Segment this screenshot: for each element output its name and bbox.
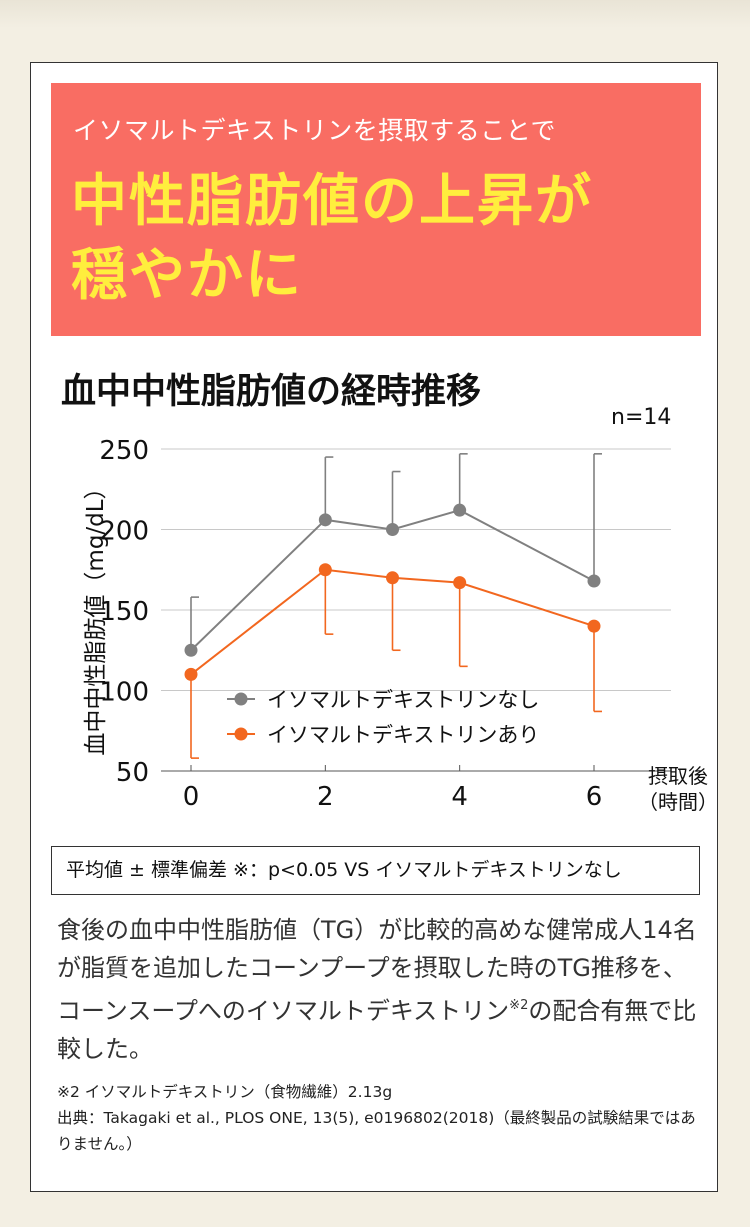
x-tick-label: 6 — [586, 782, 603, 812]
data-point-with — [318, 563, 332, 577]
data-point-without — [453, 503, 467, 517]
footnote-ingredient: ※2 イソマルトデキストリン（食物繊維）2.13g — [57, 1083, 393, 1101]
x-tick-label: 2 — [317, 782, 334, 812]
data-point-without — [587, 574, 601, 588]
data-point-with — [453, 576, 467, 590]
legend-label-with: イソマルトデキストリンあり — [267, 723, 539, 747]
y-tick-label: 50 — [116, 758, 149, 788]
study-description: 食後の血中中性脂肪値（TG）が比較的高めな健常成人14名が脂質を追加したコーンプ… — [57, 911, 697, 1068]
data-point-with — [386, 571, 399, 585]
x-axis-label: 摂取後 — [648, 764, 708, 788]
description-text: 食後の血中中性脂肪値（TG）が比較的高めな健常成人14名が脂質を追加したコーンプ… — [57, 916, 697, 1025]
data-point-with — [587, 619, 601, 633]
tg-line-chart: 50 100 150 200 250 0 2 4 6 血中中性脂肪値（mg/dL） 摂取後（時間） イ… — [83, 436, 718, 814]
x-tick-label: 0 — [183, 782, 200, 812]
headline-banner: イソマルトデキストリンを摂取することで 中性脂肪値の上昇が 穏やかに — [51, 83, 701, 336]
description-footnote-mark: ※2 — [509, 998, 529, 1013]
statistics-note: 平均値 ± 標準偏差 ※：p<0.05 VS イソマルトデキストリンなし — [51, 846, 700, 895]
legend-swatch-dot-without — [234, 692, 248, 706]
description-tail: の配合有無で比較した。 — [57, 997, 697, 1063]
y-tick-label: 200 — [99, 517, 149, 547]
x-tick-label: 4 — [451, 782, 468, 812]
footnote-source: 出典：Takagaki et al., PLOS ONE, 13(5), e01… — [57, 1109, 696, 1153]
y-tick-label: 150 — [99, 597, 149, 627]
footnotes: ※2 イソマルトデキストリン（食物繊維）2.13g 出典：Takagaki et… — [57, 1079, 697, 1157]
x-axis-label-unit: （時間） — [638, 790, 718, 814]
chart-title: 血中中性脂肪値の経時推移 — [61, 372, 482, 412]
top-texture — [0, 0, 750, 28]
data-point-with — [184, 667, 198, 681]
banner-headline: 中性脂肪値の上昇が 穏やかに — [71, 165, 593, 313]
y-axis-label: 血中中性脂肪値（mg/dL） — [83, 476, 109, 755]
sample-size-label: n=14 — [611, 405, 672, 430]
content-card: イソマルトデキストリンを摂取することで 中性脂肪値の上昇が 穏やかに 血中中性脂… — [30, 62, 718, 1192]
banner-headline-line-1: 中性脂肪値の上昇が — [71, 169, 593, 234]
data-point-without — [184, 643, 198, 657]
banner-subtitle: イソマルトデキストリンを摂取することで — [73, 116, 557, 145]
banner-headline-line-2: 穏やかに — [71, 243, 303, 308]
data-point-without — [386, 523, 399, 536]
legend-label-without: イソマルトデキストリンなし — [267, 688, 539, 712]
y-tick-label: 100 — [99, 678, 149, 708]
legend-swatch-dot-with — [234, 727, 248, 741]
y-tick-label: 250 — [99, 436, 149, 466]
data-point-without — [318, 513, 332, 527]
